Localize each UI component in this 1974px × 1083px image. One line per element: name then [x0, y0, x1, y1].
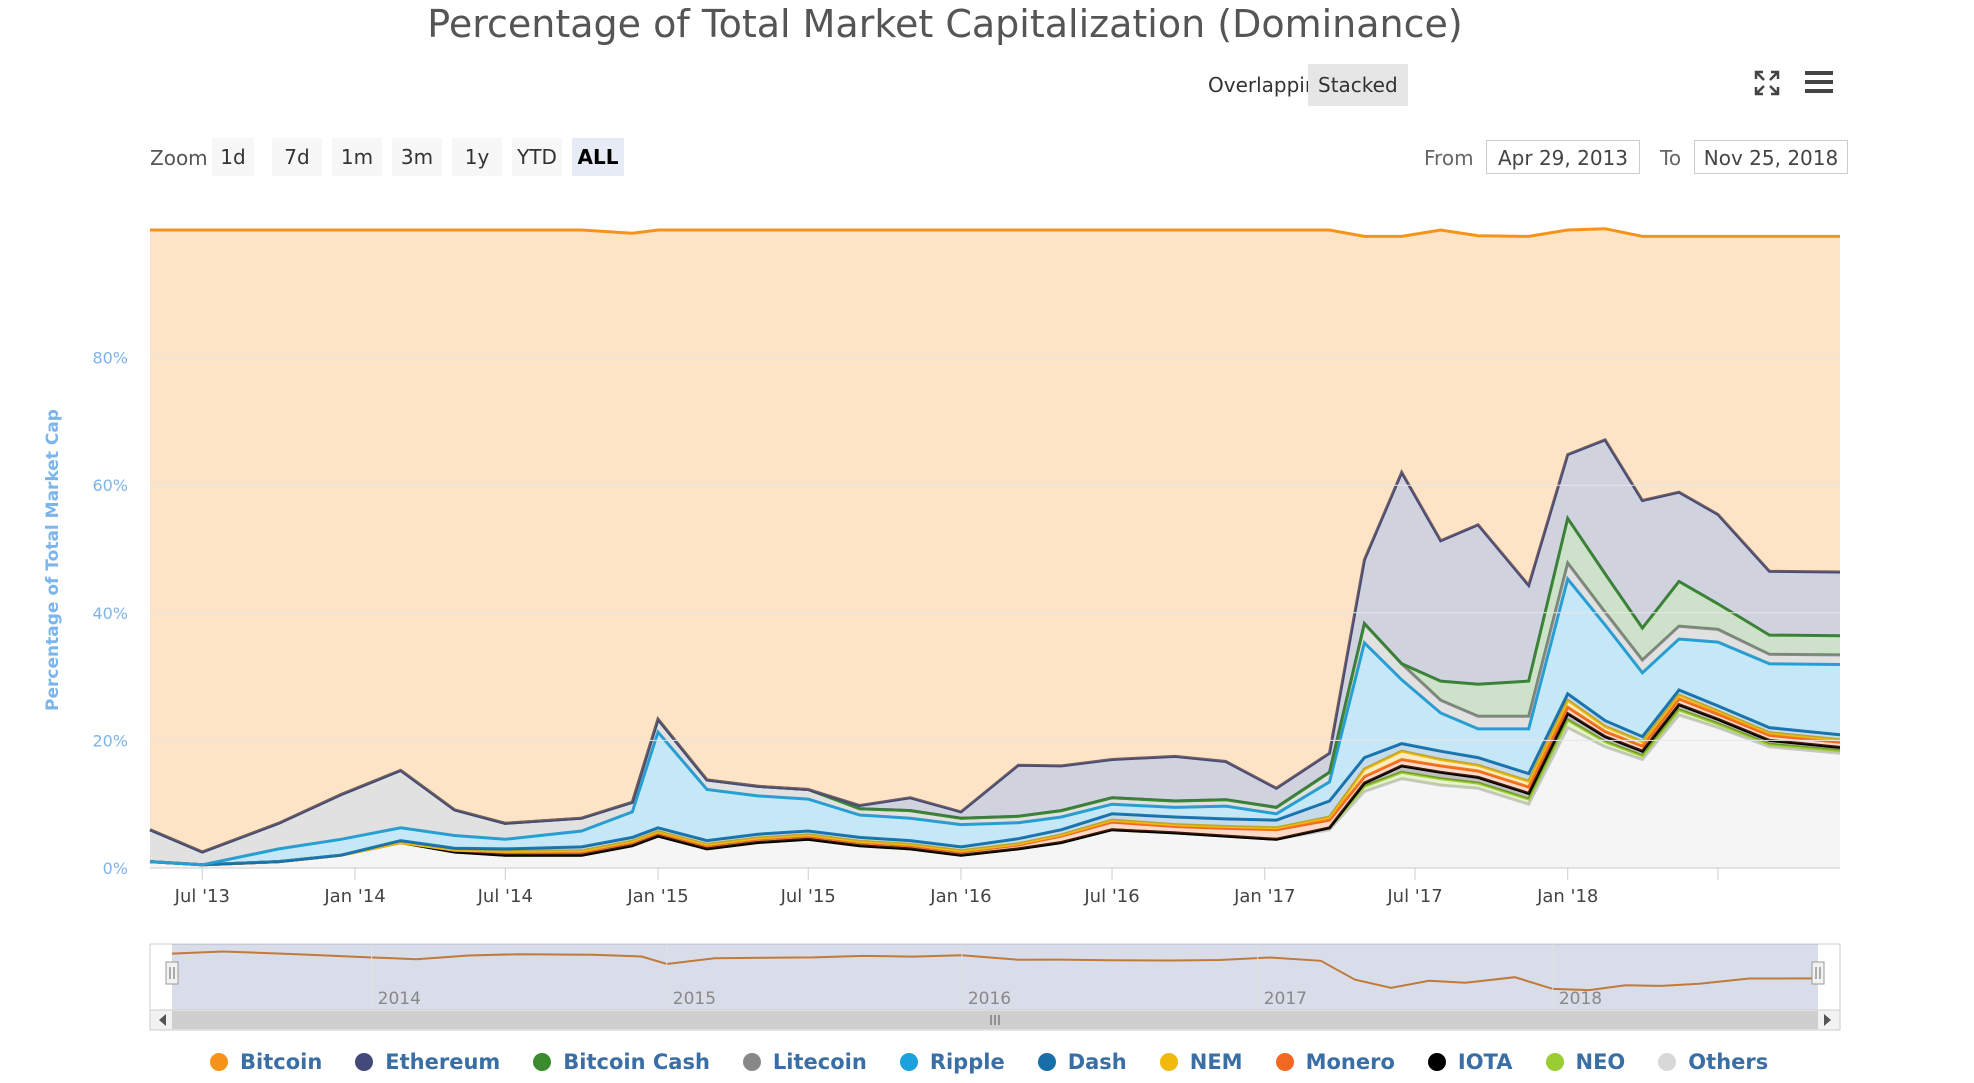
legend-item-iota[interactable]: IOTA: [1427, 1050, 1513, 1074]
legend-label: Ethereum: [385, 1050, 501, 1074]
legend-label: NEO: [1575, 1050, 1626, 1074]
legend-marker: [355, 1053, 374, 1071]
zoom-all-button[interactable]: ALL: [572, 138, 624, 176]
from-label: From: [1424, 146, 1474, 170]
legend-item-ethereum[interactable]: Ethereum: [355, 1050, 500, 1074]
legend-marker: [1658, 1053, 1677, 1071]
legend-item-dash[interactable]: Dash: [1037, 1050, 1127, 1074]
navigator-year-label: 2017: [1264, 989, 1307, 1009]
area-monero: [150, 698, 1840, 865]
y-tick-label: 80%: [92, 349, 128, 368]
legend-marker: [1275, 1053, 1294, 1071]
zoom-ytd-button[interactable]: YTD: [512, 138, 562, 176]
legend-marker: [1427, 1053, 1446, 1071]
legend-marker: [1545, 1053, 1564, 1071]
area-others: [150, 714, 1840, 868]
x-tick-label: Jan '14: [323, 886, 385, 907]
legend-item-others[interactable]: Others: [1658, 1050, 1768, 1074]
zoom-7d-button[interactable]: 7d: [272, 138, 322, 176]
area-litecoin: [150, 563, 1840, 865]
navigator-left-handle[interactable]: [165, 961, 179, 985]
legend-marker: [533, 1053, 552, 1071]
zoom-3m-button[interactable]: 3m: [392, 138, 442, 176]
legend-item-neo[interactable]: NEO: [1545, 1050, 1626, 1074]
area-bitcoin-cash: [150, 518, 1840, 852]
legend-label: Others: [1688, 1050, 1769, 1074]
menu-icon[interactable]: [1804, 68, 1834, 96]
legend-label: Litecoin: [772, 1050, 867, 1074]
navigator-frame: [149, 943, 1841, 1011]
zoom-label: Zoom: [150, 146, 208, 170]
legend-label: Bitcoin: [240, 1050, 323, 1074]
legend-item-ripple[interactable]: Ripple: [899, 1050, 1005, 1074]
series-areas: [149, 227, 1841, 868]
x-tick-label: Jul '15: [780, 886, 836, 907]
line-ripple: [149, 575, 1841, 867]
legend-marker: [742, 1053, 761, 1071]
stacked-button[interactable]: Stacked: [1308, 64, 1408, 106]
x-axis-ticks: Jul '13 Jan '14 Jul '14 Jan '15 Jul '15 Jan '…: [150, 867, 1840, 907]
legend-label: NEM: [1189, 1050, 1243, 1074]
x-tick-label: Jul '16: [1083, 886, 1139, 907]
y-axis-title: Percentage of Total Market Cap: [43, 409, 63, 711]
legend-item-bitcoin-cash[interactable]: Bitcoin Cash: [533, 1050, 710, 1074]
legend-label: Monero: [1305, 1050, 1395, 1074]
navigator[interactable]: 2014 2015 2016 2017 2018: [149, 943, 1841, 1031]
navigator-year-label: 2018: [1559, 989, 1602, 1009]
y-tick-label: 0%: [103, 859, 128, 878]
x-tick-label: Jul '17: [1386, 886, 1442, 907]
navigator-right-handle[interactable]: [1811, 961, 1825, 985]
line-ethereum: [149, 438, 1841, 854]
navigator-year-label: 2016: [968, 989, 1011, 1009]
legend-label: Dash: [1067, 1050, 1127, 1074]
navigator-series-line: [171, 950, 1819, 992]
navigator-year-label: 2014: [378, 989, 421, 1009]
legend-label: Ripple: [929, 1050, 1005, 1074]
legend-item-litecoin[interactable]: Litecoin: [742, 1050, 867, 1074]
legend-marker: [899, 1053, 918, 1071]
legend-marker: [1159, 1053, 1178, 1071]
zoom-1d-button[interactable]: 1d: [212, 138, 254, 176]
y-tick-label: 40%: [92, 604, 128, 623]
line-bitcoin: [150, 227, 1840, 238]
fullscreen-icon[interactable]: [1754, 70, 1780, 96]
navigator-year-label: 2015: [673, 989, 716, 1009]
line-dash: [149, 688, 1841, 867]
legend-marker: [210, 1053, 228, 1071]
legend-label: IOTA: [1457, 1050, 1513, 1074]
to-date-input[interactable]: Nov 25, 2018: [1694, 140, 1848, 174]
x-tick-label: Jan '17: [1233, 886, 1295, 907]
x-tick-label: Jul '13: [174, 886, 230, 907]
scroll-right-icon[interactable]: [1824, 1014, 1831, 1026]
x-tick-label: Jan '15: [626, 886, 688, 907]
legend-label: Bitcoin Cash: [563, 1050, 710, 1074]
scroll-left-icon[interactable]: [159, 1014, 166, 1026]
zoom-1y-button[interactable]: 1y: [452, 138, 502, 176]
legend-item-monero[interactable]: Monero: [1275, 1050, 1395, 1074]
to-label: To: [1660, 146, 1682, 170]
dominance-chart: 0% 20% 40% 60% 80% Jul '13 Jan '14 Jul '14 Jan …: [43, 227, 1841, 1031]
y-tick-label: 60%: [92, 476, 128, 495]
zoom-1m-button[interactable]: 1m: [332, 138, 382, 176]
from-date-input[interactable]: Apr 29, 2013: [1486, 140, 1640, 174]
line-nem: [149, 693, 1841, 867]
legend-item-bitcoin[interactable]: Bitcoin: [210, 1050, 322, 1074]
x-tick-label: Jan '16: [929, 886, 991, 907]
line-iota: [149, 702, 1841, 867]
navigator-mask: [172, 944, 1818, 1010]
y-tick-label: 20%: [92, 731, 128, 750]
chart-title: Percentage of Total Market Capitalizatio…: [427, 2, 1463, 46]
area-bitcoin: [150, 228, 1840, 852]
area-ethereum: [150, 439, 1840, 852]
legend-item-nem[interactable]: NEM: [1159, 1050, 1243, 1074]
x-tick-label: Jul '14: [477, 886, 533, 907]
legend: Bitcoin Ethereum Bitcoin Cash Litecoin Rippl…: [210, 1050, 1850, 1074]
x-tick-label: Jan '18: [1536, 886, 1598, 907]
y-axis-ticks: 0% 20% 40% 60% 80%: [92, 349, 128, 878]
legend-marker: [1037, 1053, 1056, 1071]
